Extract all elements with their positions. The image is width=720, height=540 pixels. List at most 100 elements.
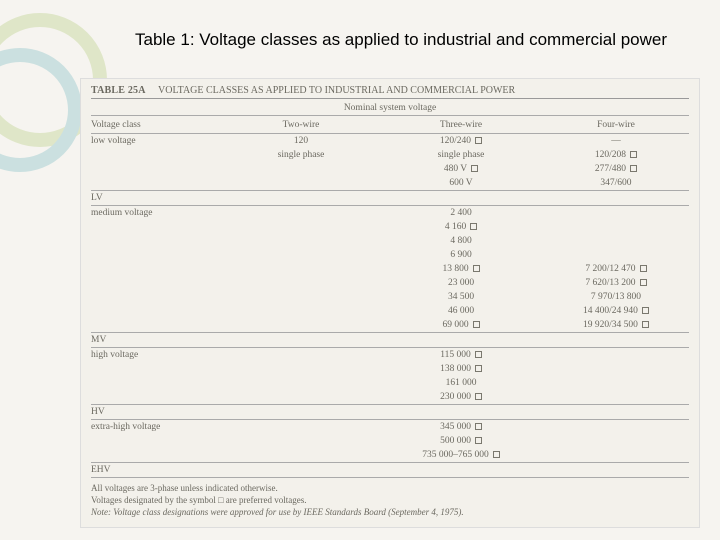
table-row: 4 800 [91, 234, 689, 248]
cell-three-wire: 230 000 [371, 390, 551, 404]
table-row: 500 000 [91, 434, 689, 448]
table-row: 138 000 [91, 362, 689, 376]
cell-three-wire: 115 000 [371, 348, 551, 362]
preferred-checkbox-icon [475, 437, 482, 444]
class-abbr: LV [91, 191, 231, 205]
cell-two-wire [231, 206, 371, 220]
cell-two-wire [231, 220, 371, 234]
cell-three-wire: 500 000 [371, 434, 551, 448]
super-header: Nominal system voltage [91, 101, 689, 116]
preferred-checkbox-icon [475, 351, 482, 358]
cell-class [91, 234, 231, 248]
cell-four-wire [551, 376, 681, 390]
table-row: 6 900 [91, 248, 689, 262]
cell-class [91, 148, 231, 162]
cell-class [91, 318, 231, 332]
cell-four-wire [551, 206, 681, 220]
preferred-checkbox-icon [475, 393, 482, 400]
cell-three-wire: 6 900 [371, 248, 551, 262]
cell-four-wire: 7 620/13 200 [551, 276, 681, 290]
cell-class [91, 290, 231, 304]
table-row: 480 V277/480 [91, 162, 689, 176]
cell-class [91, 162, 231, 176]
cell-three-wire: 46 000 [371, 304, 551, 318]
class-abbr-row: EHV [91, 463, 689, 478]
footnote-3: Note: Voltage class designations were ap… [91, 506, 689, 518]
table-row: 600 V347/600 [91, 176, 689, 191]
cell-four-wire [551, 220, 681, 234]
preferred-checkbox-icon [475, 423, 482, 430]
preferred-checkbox-icon [642, 321, 649, 328]
cell-class [91, 220, 231, 234]
cell-three-wire: 4 160 [371, 220, 551, 234]
cell-two-wire [231, 176, 371, 190]
preferred-checkbox-icon [475, 137, 482, 144]
table-header-row: TABLE 25A VOLTAGE CLASSES AS APPLIED TO … [91, 85, 689, 99]
cell-class [91, 362, 231, 376]
cell-four-wire [551, 248, 681, 262]
col-head-4: Four-wire [551, 120, 681, 130]
cell-class [91, 304, 231, 318]
cell-two-wire [231, 434, 371, 448]
cell-three-wire: 600 V [371, 176, 551, 190]
cell-two-wire [231, 162, 371, 176]
class-abbr-row: MV [91, 333, 689, 348]
preferred-checkbox-icon [630, 165, 637, 172]
cell-four-wire [551, 234, 681, 248]
column-headers: Voltage class Two-wire Three-wire Four-w… [91, 116, 689, 134]
cell-class [91, 448, 231, 462]
table-row: 34 5007 970/13 800 [91, 290, 689, 304]
cell-two-wire [231, 304, 371, 318]
cell-four-wire [551, 420, 681, 434]
cell-three-wire: 120/240 [371, 134, 551, 148]
cell-three-wire: 4 800 [371, 234, 551, 248]
cell-three-wire: 69 000 [371, 318, 551, 332]
cell-class: low voltage [91, 134, 231, 148]
table-body: low voltage120120/240—single phasesingle… [91, 134, 689, 478]
cell-two-wire [231, 348, 371, 362]
cell-four-wire: 7 970/13 800 [551, 290, 681, 304]
cell-two-wire [231, 248, 371, 262]
preferred-checkbox-icon [470, 223, 477, 230]
cell-three-wire: 23 000 [371, 276, 551, 290]
table-row: 13 8007 200/12 470 [91, 262, 689, 276]
cell-class [91, 434, 231, 448]
cell-two-wire: 120 [231, 134, 371, 148]
preferred-checkbox-icon [473, 265, 480, 272]
cell-two-wire [231, 276, 371, 290]
table-row: 735 000–765 000 [91, 448, 689, 463]
cell-four-wire: 19 920/34 500 [551, 318, 681, 332]
table-row: 161 000 [91, 376, 689, 390]
cell-four-wire: 347/600 [551, 176, 681, 190]
cell-four-wire: 7 200/12 470 [551, 262, 681, 276]
preferred-checkbox-icon [493, 451, 500, 458]
cell-two-wire [231, 448, 371, 462]
class-abbr: MV [91, 333, 231, 347]
cell-class [91, 176, 231, 190]
table-label: TABLE 25A [91, 85, 146, 96]
table-25a: TABLE 25A VOLTAGE CLASSES AS APPLIED TO … [80, 78, 700, 528]
class-abbr-row: HV [91, 405, 689, 420]
table-caption: VOLTAGE CLASSES AS APPLIED TO INDUSTRIAL… [158, 85, 515, 96]
cell-three-wire: 480 V [371, 162, 551, 176]
col-head-3: Three-wire [371, 120, 551, 130]
cell-class [91, 276, 231, 290]
table-row: extra-high voltage345 000 [91, 420, 689, 434]
table-row: low voltage120120/240— [91, 134, 689, 148]
cell-four-wire: 14 400/24 940 [551, 304, 681, 318]
preferred-checkbox-icon [475, 365, 482, 372]
col-head-1: Voltage class [91, 120, 231, 130]
preferred-checkbox-icon [640, 279, 647, 286]
cell-four-wire [551, 448, 681, 462]
table-row: 230 000 [91, 390, 689, 405]
cell-four-wire [551, 362, 681, 376]
preferred-checkbox-icon [473, 321, 480, 328]
class-abbr-row: LV [91, 191, 689, 206]
cell-three-wire: 13 800 [371, 262, 551, 276]
cell-four-wire: — [551, 134, 681, 148]
cell-class: extra-high voltage [91, 420, 231, 434]
cell-class [91, 390, 231, 404]
slide-title: Table 1: Voltage classes as applied to i… [135, 30, 667, 50]
cell-two-wire [231, 376, 371, 390]
cell-two-wire [231, 318, 371, 332]
